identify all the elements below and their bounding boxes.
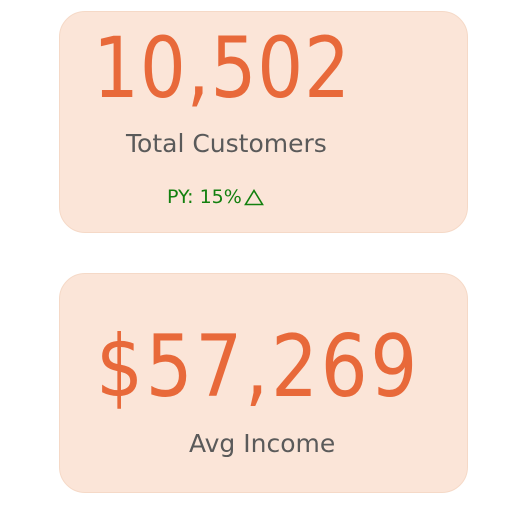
prior-year-text: PY: 15% — [167, 186, 242, 208]
prior-year-indicator: PY: 15% — [167, 188, 264, 207]
triangle-up-outline-icon — [243, 189, 264, 206]
avg-income-value: $57,269 — [96, 317, 420, 417]
avg-income-card: $57,269 Avg Income — [59, 273, 468, 493]
total-customers-label: Total Customers — [126, 129, 327, 158]
avg-income-label: Avg Income — [189, 429, 336, 458]
total-customers-value: 10,502 — [93, 19, 351, 117]
total-customers-card: 10,502 Total Customers PY: 15% — [59, 11, 468, 233]
